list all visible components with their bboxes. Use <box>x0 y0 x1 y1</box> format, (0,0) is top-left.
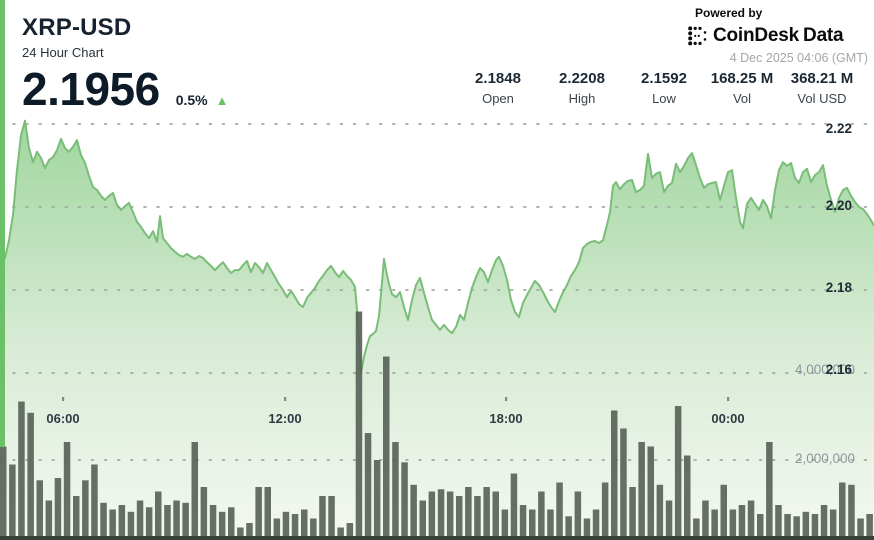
up-triangle-icon: ▲ <box>215 92 229 108</box>
volume-axis-label: 2,000,000 <box>794 451 855 466</box>
price-axis-label: 2.18 <box>825 280 852 295</box>
volume-bars <box>0 311 873 540</box>
price-change-percent: 0.5% <box>175 91 208 108</box>
brand-name-coindesk: CoinDesk <box>713 25 800 46</box>
symbol-title: XRP-USD <box>22 14 132 41</box>
brand-name-data: Data <box>803 25 844 46</box>
stat-open: 2.1848 Open <box>475 70 521 106</box>
time-axis-label: 00:00 <box>711 411 745 426</box>
coindesk-logo-icon <box>688 26 707 46</box>
stat-high: 2.2208 High <box>559 70 605 106</box>
powered-by-label: Powered by <box>695 6 763 20</box>
chart-timestamp: 4 Dec 2025 04:06 (GMT) <box>729 51 868 65</box>
stat-open-value: 2.1848 <box>475 70 521 87</box>
stat-low: 2.1592 Low <box>641 70 687 106</box>
stat-high-label: High <box>568 91 596 106</box>
stat-volume: 168.25 M Vol <box>711 70 774 106</box>
price-axis-label: 2.20 <box>825 198 852 213</box>
time-axis-label: 12:00 <box>268 411 302 426</box>
stat-volume-usd-label: Vol USD <box>797 91 847 106</box>
stat-low-value: 2.1592 <box>641 70 687 87</box>
stat-volume-label: Vol <box>732 91 752 106</box>
time-axis-label: 06:00 <box>46 411 80 426</box>
powered-by-block: Powered by CoinDesk Data 4 Dec 2025 04:0… <box>688 6 870 65</box>
stat-volume-usd: 368.21 M Vol USD <box>791 70 854 106</box>
price-axis-label: 2.16 <box>825 362 852 377</box>
stat-high-value: 2.2208 <box>559 70 605 87</box>
current-price: 2.1956 <box>22 63 160 115</box>
stat-low-label: Low <box>652 91 676 106</box>
coindesk-brand-link[interactable]: CoinDesk Data <box>688 25 870 47</box>
chart-subtitle: 24 Hour Chart <box>22 45 104 60</box>
price-axis-label: 2.22 <box>825 121 852 136</box>
chart-header: XRP-USD 24 Hour Chart 2.1956 0.5% ▲ <box>22 14 229 112</box>
stat-volume-value: 168.25 M <box>710 70 774 87</box>
volume-axis-label: 4,000,000 <box>794 362 855 377</box>
time-axis-label: 18:00 <box>489 411 523 426</box>
current-price-row: 2.1956 0.5% ▲ <box>22 63 229 115</box>
stat-volume-usd-value: 368.21 M <box>790 70 854 87</box>
stat-open-label: Open <box>482 91 514 106</box>
